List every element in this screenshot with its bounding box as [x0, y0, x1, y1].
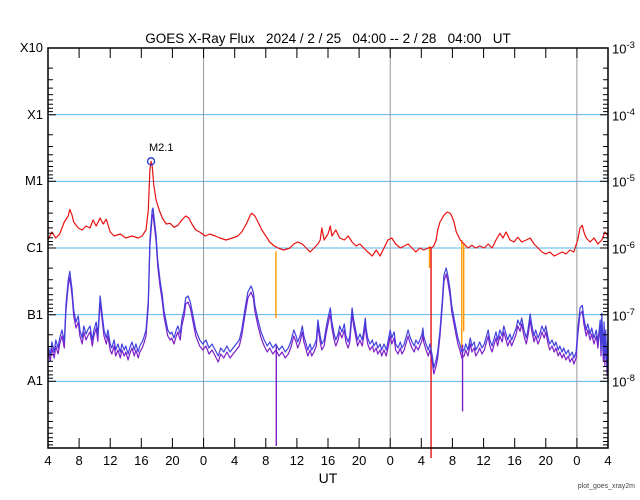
y-left-label-B1: B1 — [27, 306, 43, 322]
x-tick-label-15: 16 — [507, 453, 522, 468]
x-tick-label-16: 20 — [538, 453, 553, 468]
y-right-label-1e-4: 10-4 — [612, 106, 635, 123]
y-left-label-X1: X1 — [27, 106, 43, 122]
x-tick-label-4: 20 — [165, 453, 180, 468]
x-tick-label-7: 8 — [262, 453, 270, 468]
x-tick-label-6: 4 — [231, 453, 239, 468]
y-right-label-1e-8: 10-8 — [612, 373, 635, 390]
series-xray-short-blue — [47, 207, 609, 371]
x-tick-label-10: 20 — [351, 453, 367, 468]
y-right-label-1e-6: 10-6 — [612, 240, 635, 257]
chart-title: GOES X-Ray Flux 2024 / 2 / 25 04:00 -- 2… — [145, 31, 511, 46]
x-tick-label-9: 16 — [320, 453, 336, 468]
x-tick-label-17: 0 — [573, 453, 581, 468]
y-right-label-1e-7: 10-7 — [612, 306, 635, 323]
x-tick-label-0: 4 — [44, 453, 52, 468]
x-tick-label-5: 0 — [199, 453, 208, 468]
x-tick-label-13: 8 — [448, 453, 457, 468]
flare-annotation-label: M2.1 — [149, 142, 174, 154]
x-tick-label-8: 12 — [289, 453, 305, 468]
plot-watermark: plot_goes_xray2m — [577, 483, 635, 490]
series-xray-short-purple — [47, 213, 609, 377]
y-right-label-1e-5: 10-5 — [612, 173, 635, 190]
x-tick-label-14: 12 — [476, 453, 491, 468]
x-axis-title: UT — [318, 470, 338, 486]
x-tick-label-18: 4 — [604, 453, 612, 468]
y-left-label-C1: C1 — [26, 240, 43, 255]
y-left-label-A1: A1 — [27, 373, 43, 389]
y-right-label-1e-3: 10-3 — [612, 40, 635, 57]
x-tick-label-2: 12 — [102, 453, 118, 468]
axis-ticks — [47, 48, 609, 448]
y-left-label-X10: X10 — [19, 40, 43, 55]
series-xray-long-red — [47, 160, 609, 257]
x-tick-label-12: 4 — [417, 453, 425, 468]
flare-peak-marker — [146, 157, 156, 166]
x-tick-label-3: 16 — [134, 453, 149, 468]
y-left-label-M1: M1 — [24, 173, 43, 189]
x-tick-label-11: 0 — [386, 453, 394, 468]
x-tick-label-1: 8 — [75, 453, 83, 468]
